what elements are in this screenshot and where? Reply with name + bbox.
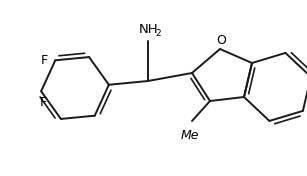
Text: F: F (40, 96, 47, 109)
Text: 2: 2 (155, 29, 161, 38)
Text: F: F (41, 54, 48, 67)
Text: NH: NH (139, 23, 159, 36)
Text: Me: Me (181, 129, 199, 142)
Text: O: O (216, 33, 226, 46)
